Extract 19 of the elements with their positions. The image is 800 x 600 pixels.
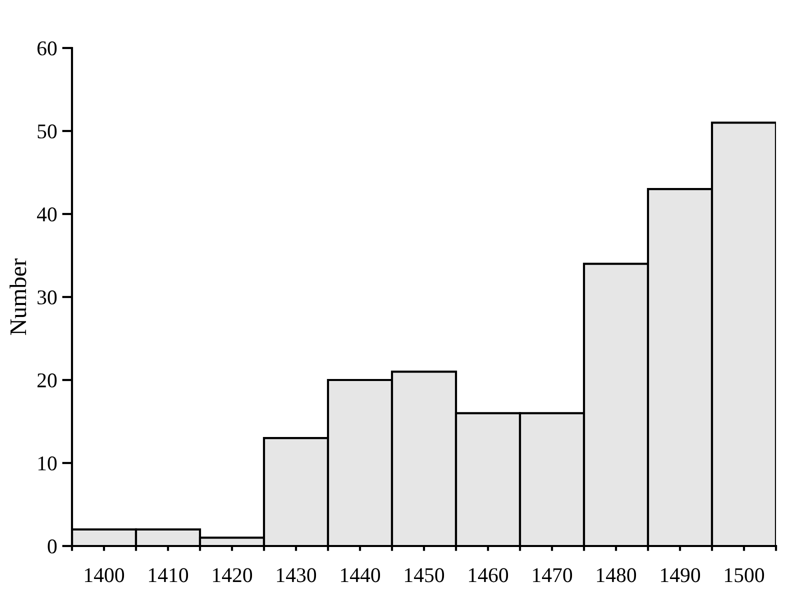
- x-tick-label: 1500: [725, 568, 764, 582]
- y-tick-label: 30: [38, 290, 57, 304]
- y-tick-label: 40: [36, 207, 57, 222]
- x-tick-label: 1440: [341, 568, 380, 582]
- y-tick-label: 60: [37, 41, 57, 56]
- y-axis-title: Number: [10, 258, 26, 336]
- y-tick-label: 20: [38, 373, 57, 388]
- x-tick-label: 1430: [277, 568, 316, 582]
- x-tick-label: 1470: [533, 568, 572, 582]
- x-tick-label: 1460: [469, 568, 508, 582]
- x-tick-label: 1410: [149, 568, 188, 582]
- x-tick-label: 1480: [597, 568, 636, 582]
- x-tick-label: 1400: [85, 568, 124, 582]
- x-tick-label: 1490: [661, 568, 700, 582]
- y-tick-label: 0: [48, 539, 57, 554]
- x-tick-label: 1420: [213, 568, 252, 582]
- y-tick-label: 50: [38, 124, 57, 138]
- x-tick-label: 1450: [405, 568, 444, 582]
- y-tick-label: 10: [38, 456, 57, 470]
